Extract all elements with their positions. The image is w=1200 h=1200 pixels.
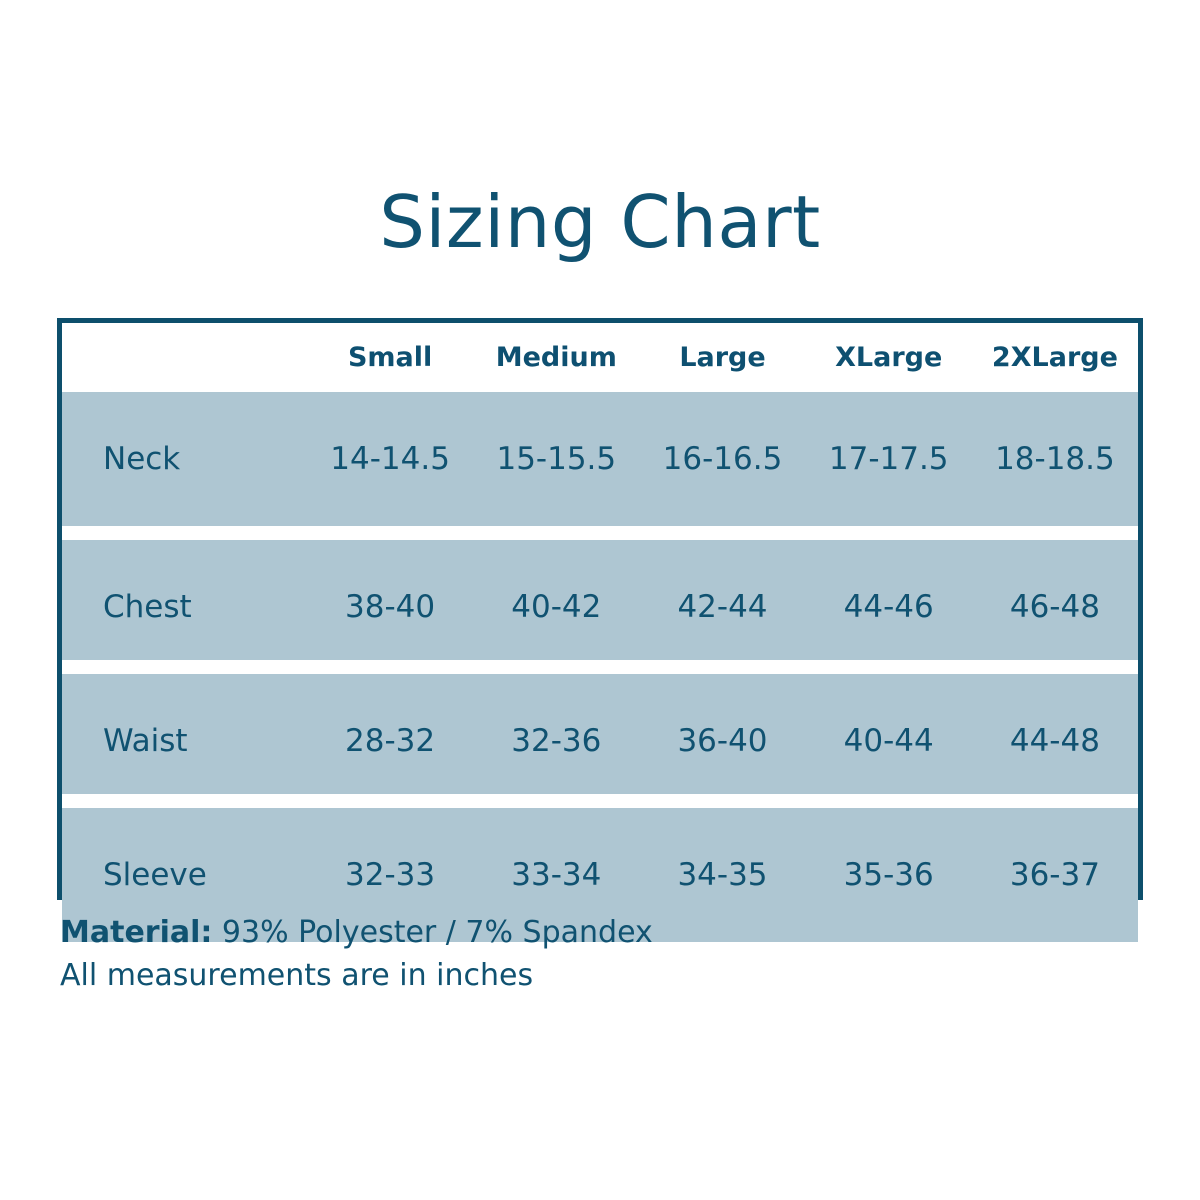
cell-sleeve-large: 34-35 [677, 857, 768, 893]
sizing-table-body: Small Medium Large XLarge 2XLarge Neck 1… [62, 323, 1138, 942]
sizing-table: Small Medium Large XLarge 2XLarge Neck 1… [57, 318, 1143, 942]
row-gap-2 [62, 660, 1138, 674]
row-band-chest [62, 540, 1138, 674]
row-label-waist: Waist [103, 723, 188, 759]
cell-waist-small: 28-32 [345, 723, 436, 759]
table-row: Neck 14-14.5 15-15.5 16-16.5 17-17.5 18-… [62, 392, 1138, 526]
material-note: Material: 93% Polyester / 7% Spandex [60, 912, 1060, 955]
row-label-sleeve: Sleeve [103, 857, 207, 893]
row-gap-3 [62, 794, 1138, 808]
cell-neck-small: 14-14.5 [330, 441, 450, 477]
cell-waist-2xlarge: 44-48 [1009, 723, 1100, 759]
cell-waist-medium: 32-36 [511, 723, 602, 759]
row-label-neck: Neck [103, 441, 181, 477]
cell-neck-2xlarge: 18-18.5 [995, 441, 1115, 477]
column-header-xlarge: XLarge [835, 342, 943, 373]
table-row: Sleeve 32-33 33-34 34-35 35-36 36-37 [62, 808, 1138, 942]
table-row: Chest 38-40 40-42 42-44 44-46 46-48 [62, 540, 1138, 674]
cell-sleeve-small: 32-33 [345, 857, 436, 893]
cell-sleeve-2xlarge: 36-37 [1009, 857, 1100, 893]
cell-chest-medium: 40-42 [511, 589, 602, 625]
table-notes: Material: 93% Polyester / 7% Spandex All… [60, 912, 1060, 997]
cell-chest-2xlarge: 46-48 [1009, 589, 1100, 625]
cell-sleeve-xlarge: 35-36 [843, 857, 934, 893]
cell-chest-small: 38-40 [345, 589, 436, 625]
cell-neck-xlarge: 17-17.5 [828, 441, 949, 477]
cell-waist-large: 36-40 [677, 723, 768, 759]
row-label-chest: Chest [103, 589, 192, 625]
page-title: Sizing Chart [379, 180, 821, 264]
cell-neck-medium: 15-15.5 [496, 441, 617, 477]
row-band-neck [62, 392, 1138, 526]
column-header-small: Small [347, 342, 433, 373]
material-value: 93% Polyester / 7% Spandex [212, 915, 653, 950]
cell-neck-large: 16-16.5 [662, 441, 783, 477]
column-header-large: Large [679, 342, 766, 373]
table-header-row: Small Medium Large XLarge 2XLarge [62, 323, 1138, 392]
cell-chest-large: 42-44 [677, 589, 768, 625]
table-row: Waist 28-32 32-36 36-40 40-44 44-48 [62, 674, 1138, 808]
units-note: All measurements are in inches [60, 957, 534, 993]
column-header-2xlarge: 2XLarge [991, 342, 1118, 373]
cell-chest-xlarge: 44-46 [843, 589, 934, 625]
table-header-background [62, 323, 1138, 392]
column-header-medium: Medium [495, 342, 617, 373]
material-label: Material: [60, 915, 213, 950]
row-gap-1 [62, 526, 1138, 540]
row-band-sleeve [62, 808, 1138, 942]
cell-sleeve-medium: 33-34 [511, 857, 602, 893]
row-band-waist [62, 674, 1138, 808]
cell-waist-xlarge: 40-44 [843, 723, 934, 759]
